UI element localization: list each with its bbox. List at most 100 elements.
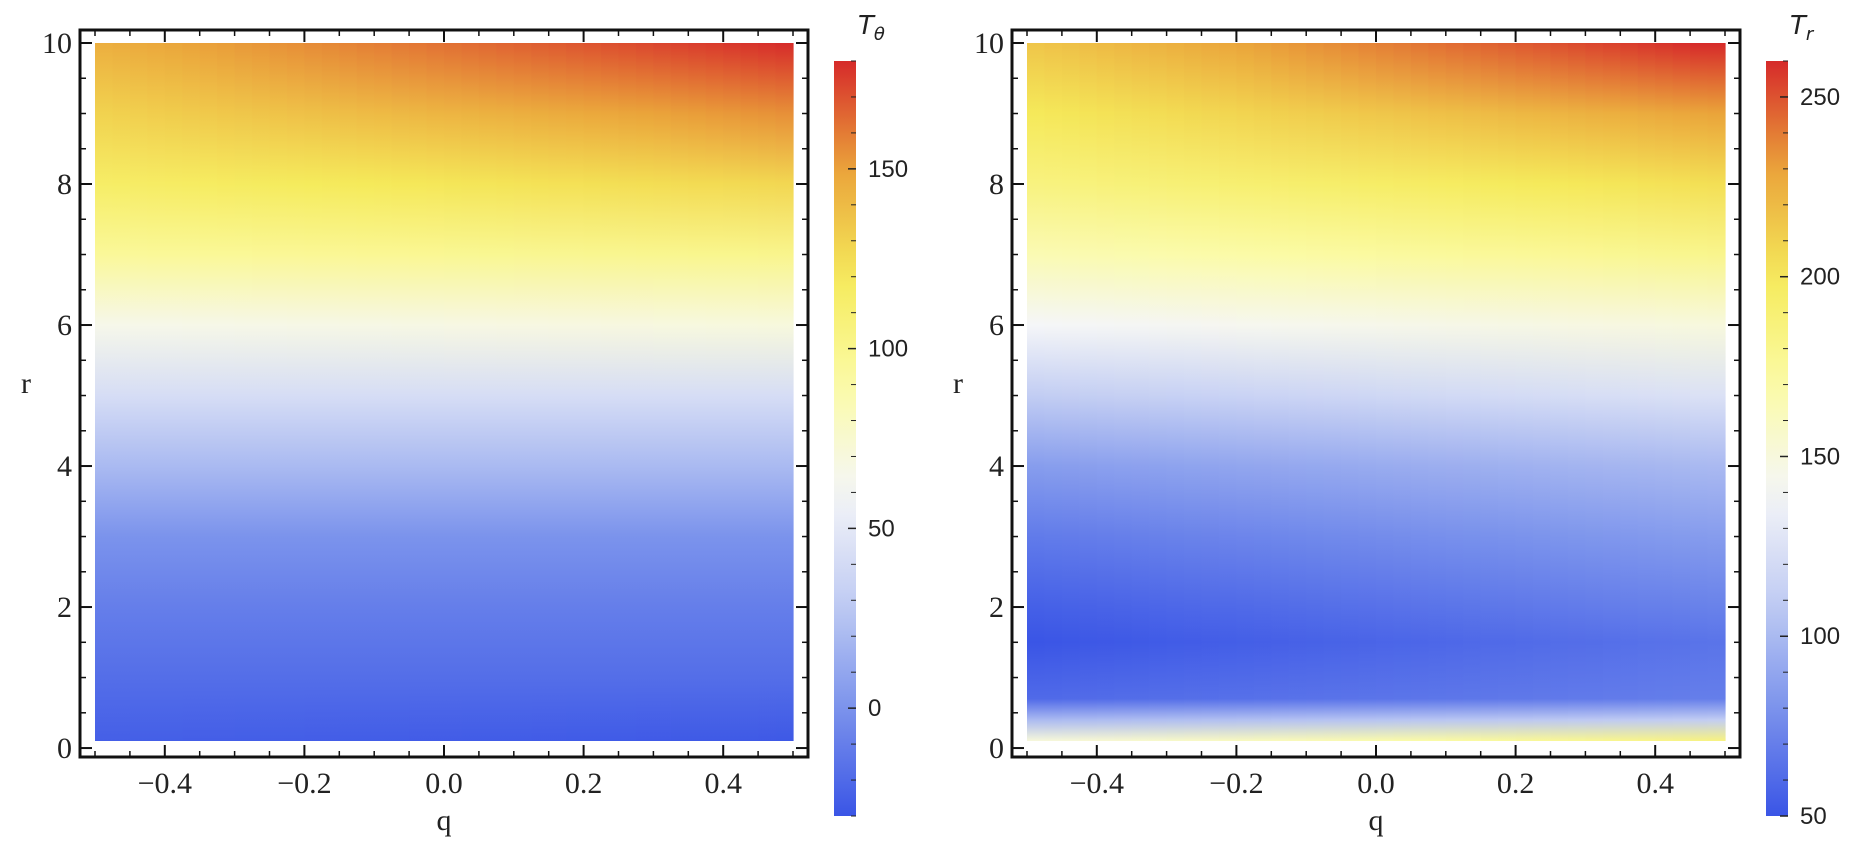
right-axis-ticks: −0.4 −0.2 0.0 0.2 0.4 0 2 4 6 8 10 bbox=[974, 27, 1740, 800]
left-heatmap-cell bbox=[356, 43, 375, 741]
right-colorbar-ticks: 50 100 150 200 250 bbox=[1780, 60, 1840, 830]
left-colorbar-tick-label: 150 bbox=[868, 156, 908, 183]
right-colorbar: 50 100 150 200 250 Tr bbox=[1766, 11, 1840, 830]
left-heatmap-cell bbox=[618, 43, 637, 741]
right-heatmap-cell bbox=[1498, 43, 1517, 741]
right-heatmap-cell bbox=[1027, 43, 1046, 741]
right-x-axis-title: q bbox=[1369, 804, 1384, 837]
right-heatmap-cell bbox=[1236, 43, 1255, 741]
left-x-tick-label: 0.2 bbox=[565, 767, 603, 800]
right-heatmap-cell bbox=[1166, 43, 1185, 741]
right-heatmap-cell bbox=[1358, 43, 1377, 741]
right-heatmap-cell bbox=[1114, 43, 1133, 741]
left-heatmap-cell bbox=[670, 43, 689, 741]
left-y-tick-label: 4 bbox=[57, 450, 72, 483]
left-heatmap-cell bbox=[304, 43, 323, 741]
left-heatmap-cell bbox=[688, 43, 707, 741]
right-colorbar-tick-label: 250 bbox=[1800, 84, 1840, 111]
left-heatmap-strips bbox=[95, 43, 794, 741]
right-heatmap-cell bbox=[1707, 43, 1726, 741]
left-heatmap-cell bbox=[95, 43, 114, 741]
left-heatmap-cell bbox=[164, 43, 183, 741]
right-y-axis-title: r bbox=[953, 367, 963, 400]
right-heatmap-cell bbox=[1393, 43, 1412, 741]
right-heatmap-cell bbox=[1253, 43, 1272, 741]
left-heatmap-cell bbox=[548, 43, 567, 741]
left-heatmap-cell bbox=[217, 43, 236, 741]
left-heatmap-cell bbox=[112, 43, 131, 741]
left-colorbar-tick-label: 50 bbox=[868, 515, 895, 542]
left-x-tick-label: −0.2 bbox=[277, 767, 331, 800]
left-y-tick-label: 10 bbox=[42, 27, 72, 60]
right-x-tick-label: −0.4 bbox=[1070, 767, 1124, 800]
right-heatmap-strips bbox=[1027, 43, 1726, 741]
left-heatmap-cell bbox=[339, 43, 358, 741]
left-y-tick-label: 2 bbox=[57, 591, 72, 624]
left-y-axis-title: r bbox=[21, 367, 31, 400]
right-heatmap-cell bbox=[1445, 43, 1464, 741]
left-heatmap-cell bbox=[478, 43, 497, 741]
right-heatmap-cell bbox=[1672, 43, 1691, 741]
right-colorbar-tick-label: 50 bbox=[1800, 803, 1827, 830]
right-heatmap-cell bbox=[1602, 43, 1621, 741]
right-heatmap-cell bbox=[1550, 43, 1569, 741]
right-heatmap-cell bbox=[1533, 43, 1552, 741]
right-heatmap-cell bbox=[1131, 43, 1150, 741]
left-heatmap-cell bbox=[374, 43, 393, 741]
left-heatmap-cell bbox=[461, 43, 480, 741]
right-x-tick-label: 0.0 bbox=[1357, 767, 1395, 800]
right-heatmap-cell bbox=[1079, 43, 1098, 741]
left-heatmap-cell bbox=[758, 43, 777, 741]
left-axis-ticks: −0.4 −0.2 0.0 0.2 0.4 0 2 4 6 8 10 bbox=[42, 27, 808, 800]
right-y-tick-label: 8 bbox=[989, 168, 1004, 201]
right-heatmap-cell bbox=[1655, 43, 1674, 741]
left-y-tick-label: 6 bbox=[57, 309, 72, 342]
right-heatmap-cell bbox=[1288, 43, 1307, 741]
left-colorbar-ticks: 0 50 100 150 bbox=[848, 60, 908, 817]
left-x-tick-label: 0.0 bbox=[425, 767, 463, 800]
right-x-tick-label: 0.2 bbox=[1497, 767, 1535, 800]
right-heatmap-cell bbox=[1184, 43, 1203, 741]
left-colorbar-fill bbox=[834, 61, 856, 816]
left-heatmap-cell bbox=[129, 43, 148, 741]
right-colorbar-title: Tr bbox=[1790, 11, 1815, 45]
left-heatmap-cell bbox=[513, 43, 532, 741]
right-heatmap-panel: −0.4 −0.2 0.0 0.2 0.4 0 2 4 6 8 10 q r bbox=[953, 27, 1742, 837]
right-heatmap-cell bbox=[1637, 43, 1656, 741]
right-heatmap-cell bbox=[1306, 43, 1325, 741]
right-heatmap-cell bbox=[1585, 43, 1604, 741]
left-colorbar-tick-label: 100 bbox=[868, 336, 908, 363]
left-heatmap-cell bbox=[391, 43, 410, 741]
right-heatmap-cell bbox=[1463, 43, 1482, 741]
right-heatmap-cell bbox=[1218, 43, 1237, 741]
left-heatmap-cell bbox=[269, 43, 288, 741]
left-heatmap-cell bbox=[601, 43, 620, 741]
left-heatmap-cell bbox=[444, 43, 463, 741]
left-heatmap-cell bbox=[635, 43, 654, 741]
left-y-tick-label: 8 bbox=[57, 168, 72, 201]
left-heatmap-cell bbox=[705, 43, 724, 741]
left-heatmap-cell bbox=[653, 43, 672, 741]
left-heatmap-cell bbox=[426, 43, 445, 741]
left-heatmap-cell bbox=[531, 43, 550, 741]
left-heatmap-panel: −0.4 −0.2 0.0 0.2 0.4 0 2 4 6 8 10 q r bbox=[21, 27, 810, 837]
left-colorbar: 0 50 100 150 Tθ bbox=[834, 11, 908, 817]
right-heatmap-cell bbox=[1271, 43, 1290, 741]
left-heatmap-cell bbox=[775, 43, 794, 741]
left-heatmap-cell bbox=[583, 43, 602, 741]
left-heatmap-cell bbox=[199, 43, 218, 741]
left-heatmap-cell bbox=[252, 43, 271, 741]
right-heatmap-cell bbox=[1480, 43, 1499, 741]
right-heatmap-cell bbox=[1410, 43, 1429, 741]
right-y-tick-label: 2 bbox=[989, 591, 1004, 624]
right-y-tick-label: 4 bbox=[989, 450, 1004, 483]
left-x-tick-label: −0.4 bbox=[138, 767, 192, 800]
left-heatmap-cell bbox=[723, 43, 742, 741]
right-colorbar-tick-label: 100 bbox=[1800, 623, 1840, 650]
left-heatmap-cell bbox=[496, 43, 515, 741]
left-heatmap-cell bbox=[409, 43, 428, 741]
right-heatmap-cell bbox=[1376, 43, 1395, 741]
right-colorbar-tick-label: 200 bbox=[1800, 264, 1840, 291]
left-x-tick-label: 0.4 bbox=[704, 767, 742, 800]
